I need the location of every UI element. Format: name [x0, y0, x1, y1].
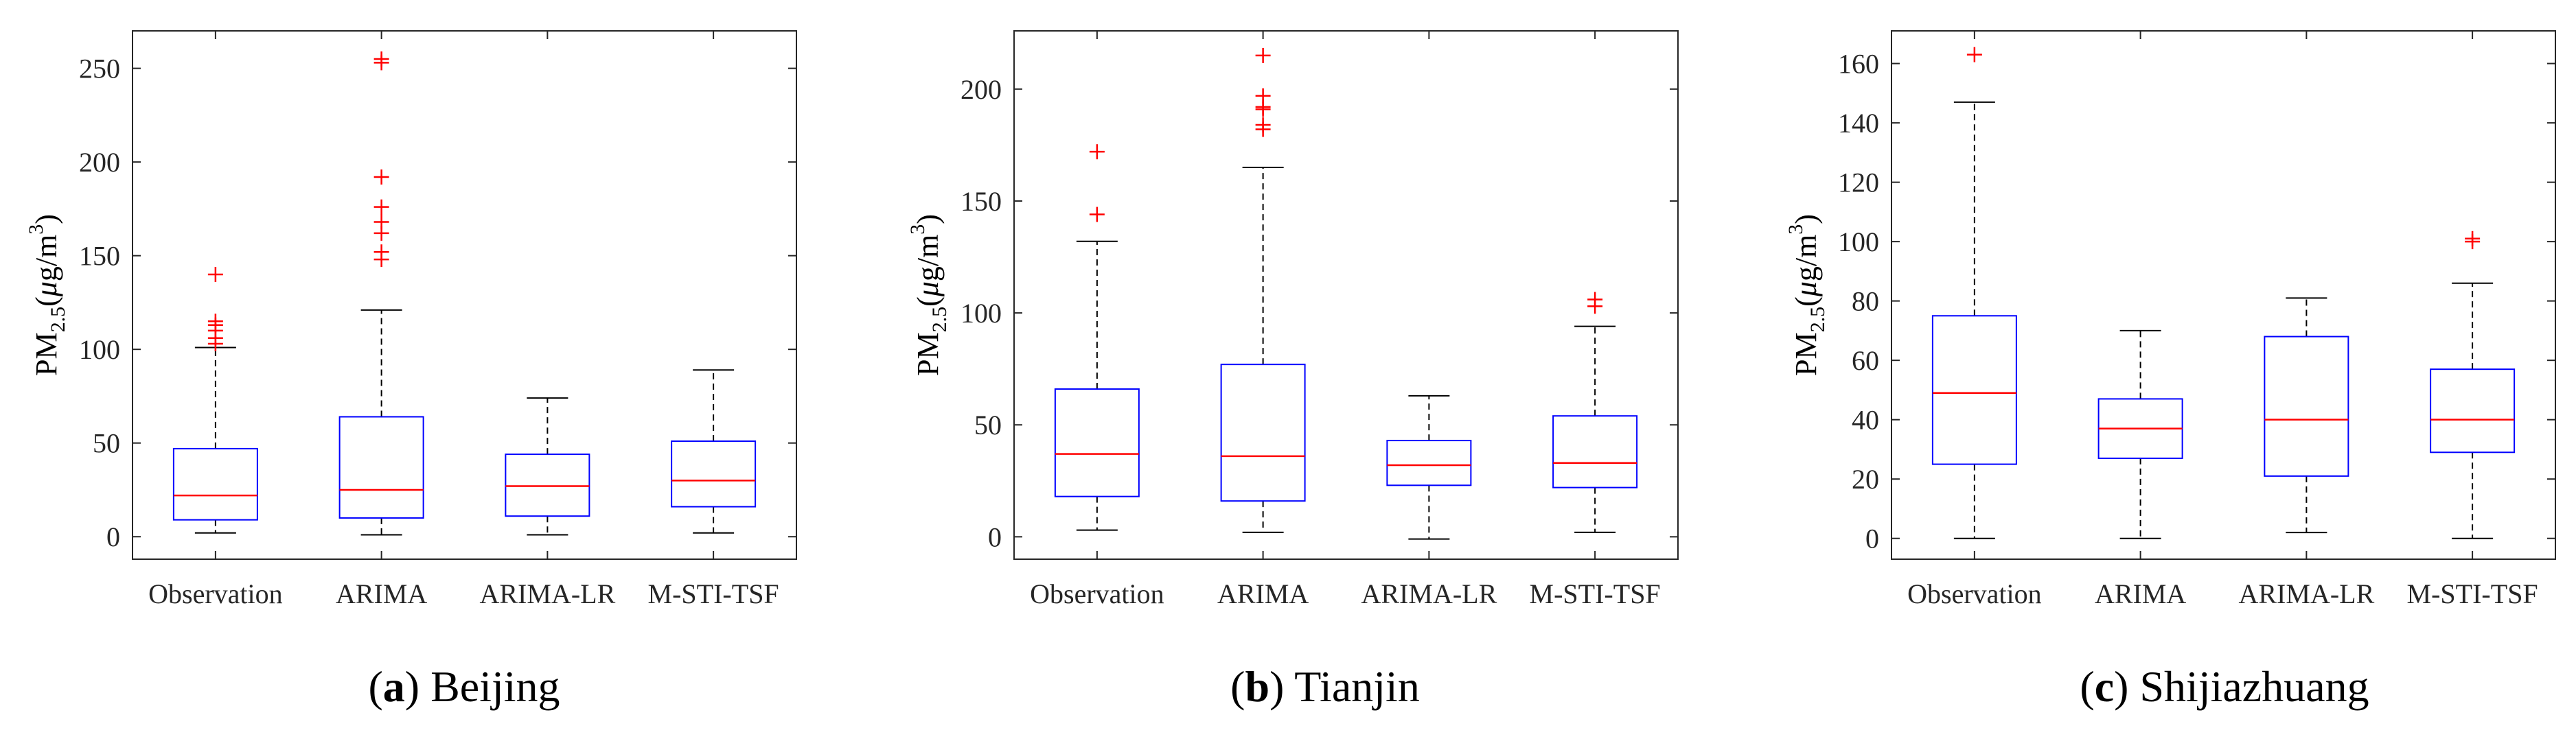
panel-caption: (b) Tianjin	[1230, 662, 1420, 711]
interquartile-box	[2430, 368, 2516, 454]
x-tick-label: ARIMA-LR	[2238, 578, 2374, 609]
y-tick-label: 140	[1838, 108, 1879, 139]
x-tick-label: Observation	[1907, 578, 2042, 609]
box-arima-lr	[2264, 297, 2349, 534]
y-tick-label: 0	[106, 521, 120, 552]
box-observation	[172, 266, 258, 534]
interquartile-box	[505, 454, 590, 517]
x-tick-label: ARIMA	[336, 578, 427, 609]
chart-panel-shijiazhuang: 0 20 40 60 80 100 120 140 160 Observation ARIMA ARI…	[1784, 30, 2556, 711]
x-tick-label: ARIMA	[2095, 578, 2186, 609]
interquartile-box	[1054, 388, 1140, 497]
interquartile-box	[1931, 315, 2017, 465]
y-tick-label: 150	[79, 241, 120, 272]
y-tick-label: 100	[79, 334, 120, 365]
y-tick-label: 250	[79, 54, 120, 84]
interquartile-box	[1552, 415, 1638, 489]
interquartile-box	[2264, 336, 2349, 477]
chart-panel-tianjin: 0 50 100 150 200 Observation ARIMA ARIMA-LR M-ST…	[906, 30, 1679, 711]
outlier-marker	[1587, 292, 1603, 307]
y-tick-label: 150	[961, 186, 1002, 217]
outlier-marker	[373, 199, 389, 215]
interquartile-box	[1220, 364, 1306, 502]
box-arima	[1220, 47, 1306, 533]
y-tick-label: 100	[961, 298, 1002, 329]
x-tick-label: M-STI-TSF	[2407, 578, 2538, 609]
y-tick-label: 80	[1852, 286, 1879, 317]
outlier-marker	[1255, 117, 1271, 133]
y-axis-label: PM2.5(μg/m3)	[1784, 214, 1829, 376]
outlier-marker	[1966, 47, 1982, 62]
box-observation	[1054, 144, 1140, 531]
y-tick-label: 120	[1838, 167, 1879, 198]
x-tick-label: M-STI-TSF	[1530, 578, 1661, 609]
y-tick-label: 100	[1838, 226, 1879, 257]
box-arima-lr	[505, 397, 590, 536]
outlier-marker	[373, 244, 389, 260]
y-tick-label: 0	[1865, 524, 1879, 554]
plot-area	[1013, 30, 1679, 560]
y-tick-label: 50	[93, 428, 120, 459]
x-tick-label: ARIMA-LR	[1361, 578, 1497, 609]
outlier-marker	[207, 266, 223, 282]
outlier-marker	[373, 169, 389, 185]
box-arima	[338, 51, 424, 536]
y-axis-label: PM2.5(μg/m3)	[906, 214, 951, 376]
x-tick-label: M-STI-TSF	[648, 578, 779, 609]
plot-area	[132, 30, 797, 560]
y-tick-label: 40	[1852, 405, 1879, 436]
y-tick-label: 200	[79, 147, 120, 178]
y-tick-label: 200	[961, 74, 1002, 105]
outlier-marker	[373, 51, 389, 67]
outlier-marker	[1089, 207, 1105, 222]
x-tick-label: ARIMA	[1217, 578, 1309, 609]
y-tick-label: 160	[1838, 49, 1879, 80]
x-tick-label: Observation	[1030, 578, 1164, 609]
outlier-marker	[373, 214, 389, 230]
outlier-marker	[1089, 144, 1105, 160]
y-tick-label: 50	[974, 410, 1002, 440]
outlier-marker	[1255, 88, 1271, 104]
outlier-marker	[1255, 47, 1271, 63]
box-arima-lr	[1386, 395, 1472, 540]
outlier-marker	[207, 314, 223, 329]
interquartile-box	[172, 447, 258, 521]
y-tick-label: 20	[1852, 464, 1879, 495]
interquartile-box	[1386, 440, 1472, 486]
box-m-sti-tsf	[1552, 292, 1638, 533]
y-axis-label: PM2.5(μg/m3)	[25, 214, 69, 376]
box-arima	[2097, 329, 2183, 539]
box-m-sti-tsf	[2430, 231, 2516, 539]
interquartile-box	[671, 440, 757, 508]
box-m-sti-tsf	[671, 369, 757, 534]
x-tick-label: ARIMA-LR	[479, 578, 615, 609]
plot-area	[1891, 30, 2556, 560]
x-tick-label: Observation	[148, 578, 283, 609]
panel-caption: (a) Beijing	[368, 662, 560, 711]
outlier-marker	[2465, 231, 2481, 246]
box-observation	[1931, 47, 2017, 539]
panel-caption: (c) Shijiazhuang	[2080, 662, 2369, 711]
chart-panel-beijing: 0 50 100 150 200 250 Observation ARIMA ARIMA-LR M…	[25, 30, 797, 711]
interquartile-box	[338, 416, 424, 519]
y-tick-label: 60	[1852, 345, 1879, 376]
y-tick-label: 0	[988, 521, 1002, 552]
